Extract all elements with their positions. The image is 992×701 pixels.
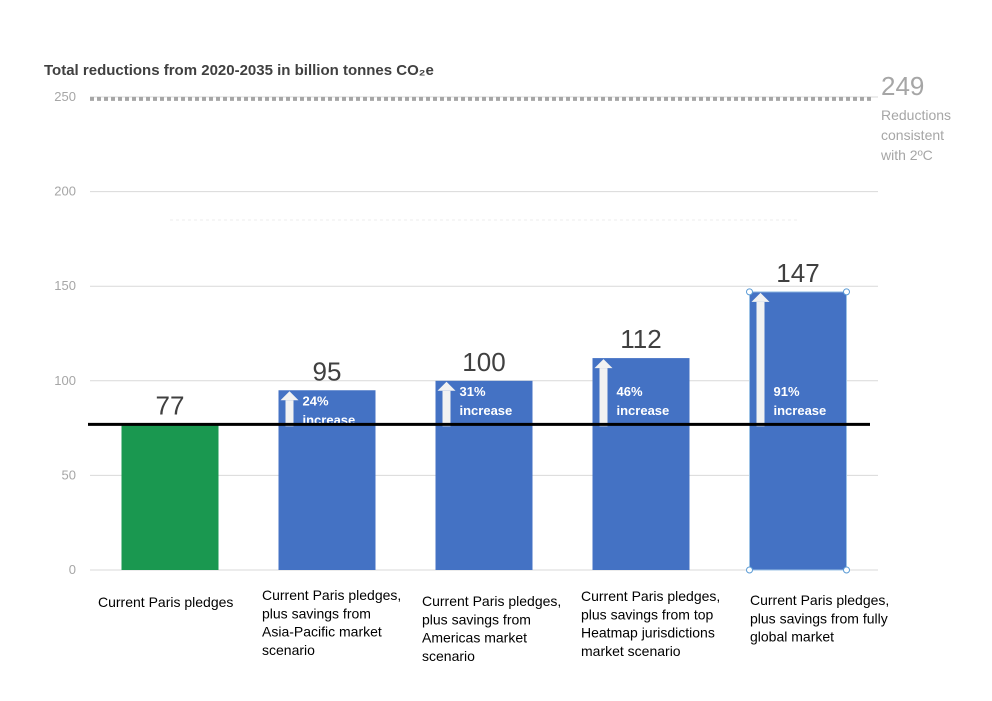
increase-label: increase [617, 403, 670, 418]
y-tick-label: 200 [54, 184, 76, 199]
increase-percent: 91% [774, 384, 800, 399]
increase-label: increase [774, 403, 827, 418]
category-label-line: Current Paris pledges [98, 594, 233, 610]
selection-handle [746, 288, 753, 296]
y-tick-label: 0 [69, 562, 76, 577]
selection-handle [843, 566, 850, 574]
bar [278, 390, 376, 570]
increase-arrow-head [437, 381, 456, 391]
value-label: 77 [156, 390, 185, 420]
reference-value-label: 249 [881, 71, 924, 101]
bar [592, 358, 690, 570]
category-label-line: plus savings from top [581, 606, 713, 622]
category-label-line: Americas market [422, 630, 527, 646]
category-label-line: Current Paris pledges, [581, 588, 720, 604]
category-label-line: scenario [422, 648, 475, 664]
selection-outline [749, 291, 847, 571]
category-label-line: market scenario [581, 643, 681, 659]
value-label: 112 [620, 324, 661, 354]
reference-label-line: with 2ºC [880, 147, 933, 163]
increase-label: increase [460, 403, 513, 418]
category-label-line: plus savings from fully [750, 610, 888, 626]
category-label-line: plus savings from [422, 611, 531, 627]
category-label-line: global market [750, 629, 834, 645]
value-label: 95 [313, 356, 342, 386]
increase-percent: 24% [303, 393, 329, 408]
category-label-line: plus savings from [262, 605, 371, 621]
increase-arrow-head [594, 359, 613, 369]
increase-arrow-head [280, 391, 299, 401]
y-tick-label: 50 [62, 467, 76, 482]
increase-percent: 31% [460, 384, 486, 399]
category-label-line: Asia-Pacific market [262, 624, 382, 640]
increase-percent: 46% [617, 384, 643, 399]
selection-handle [746, 566, 753, 574]
category-label-line: Current Paris pledges, [422, 593, 561, 609]
category-label-line: Current Paris pledges, [262, 587, 401, 603]
y-tick-label: 250 [54, 89, 76, 104]
increase-arrow-shaft [599, 368, 608, 427]
reference-label-line: Reductions [881, 107, 951, 123]
increase-arrow-head [751, 292, 770, 302]
increase-arrow-shaft [756, 301, 765, 427]
y-tick-label: 150 [54, 278, 76, 293]
bar [121, 424, 219, 570]
bar [749, 291, 847, 570]
y-tick-label: 100 [54, 373, 76, 388]
value-label: 147 [776, 258, 819, 288]
reference-label-line: consistent [881, 127, 944, 143]
category-label-line: scenario [262, 642, 315, 658]
chart-title: Total reductions from 2020-2035 in billi… [44, 62, 434, 79]
category-label-line: Heatmap jurisdictions [581, 625, 715, 641]
category-label-line: Current Paris pledges, [750, 592, 889, 608]
selection-handle [843, 288, 850, 296]
value-label: 100 [462, 347, 505, 377]
increase-arrow-shaft [285, 400, 294, 427]
increase-arrow-shaft [442, 390, 451, 427]
bar [435, 380, 533, 570]
